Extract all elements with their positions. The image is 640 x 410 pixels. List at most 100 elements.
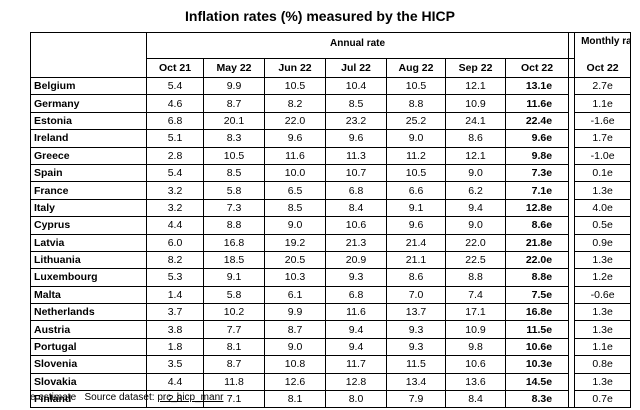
header-corner [30,32,147,59]
annual-rate-cell: 9.0 [264,216,326,235]
country-cell: Italy [30,199,147,218]
monthly-rate-cell: -1.0e [574,147,632,165]
annual-rate-cell: 12.6 [264,373,326,392]
annual-rate-cell: 3.2 [146,181,204,200]
annual-rate-cell: 10.5 [386,77,446,96]
monthly-rate-cell: 0.8e [574,355,632,374]
table-body: Belgium 5.4 9.9 10.5 10.4 10.5 12.1 13.1e 2.7e Ge… [30,77,632,409]
source-dataset-link[interactable]: prc_hicp_manr [157,392,224,403]
table-row: Luxembourg 5.3 9.1 10.3 9.3 8.6 8.8 8.8e 1.2e [30,268,632,287]
annual-rate-cell: 7.0 [386,286,446,305]
annual-rate-cell: 24.1 [445,112,506,131]
table-row: Greece 2.8 10.5 11.6 11.3 11.2 12.1 9.8e -1.0e [30,147,632,165]
annual-rate-cell: 8.7 [203,94,265,113]
annual-rate-cell: 22.5 [445,251,506,270]
annual-rate-cell: 21.1 [386,251,446,270]
country-cell: Portugal [30,338,147,357]
country-cell: Finland [30,390,147,409]
annual-rate-cell: 9.1 [203,268,265,287]
annual-rate-cell: 9.0 [445,216,506,235]
annual-rate-cell: 8.7 [264,320,326,339]
table-row: Austria 3.8 7.7 8.7 9.4 9.3 10.9 11.5e 1.3e [30,320,632,339]
annual-rate-cell: 9.6 [386,216,446,235]
annual-rate-cell: 9.4 [445,199,506,218]
annual-rate-cell: 11.2 [386,147,446,165]
monthly-rate-cell: 4.0e [574,199,632,218]
monthly-rate-cell: 1.7e [574,129,632,148]
table-row: Finland 2.8 7.1 8.1 8.0 7.9 8.4 8.3e 0.7e [30,390,632,409]
annual-rate-cell: 22.0 [264,112,326,131]
monthly-rate-cell: 1.1e [574,338,632,357]
annual-rate-cell: 6.8 [325,286,387,305]
annual-rate-cell: 20.9 [325,251,387,270]
annual-rate-cell: 8.6e [504,216,570,235]
annual-rate-cell: 10.6 [445,355,506,374]
annual-rate-cell: 8.0 [325,390,387,409]
annual-rate-cell: 20.5 [264,251,326,270]
annual-rate-cell: 10.5 [203,147,265,165]
annual-rate-cell: 7.7 [203,320,265,339]
annual-rate-cell: 9.4 [325,338,387,357]
annual-rate-cell: 11.5e [504,320,570,339]
annual-rate-cell: 11.6 [325,303,387,322]
annual-rate-cell: 22.4e [504,112,570,131]
annual-rate-cell: 11.3 [325,147,387,165]
annual-rate-cell: 9.3 [325,268,387,287]
table-row: Latvia 6.0 16.8 19.2 21.3 21.4 22.0 21.8e 0.9e [30,234,632,252]
annual-rate-cell: 6.1 [264,286,326,305]
table-row: Estonia 6.8 20.1 22.0 23.2 25.2 24.1 22.4e -1.6e [30,112,632,131]
country-cell: Belgium [30,77,147,96]
footnote: e estimate Source dataset: prc_hicp_manr [30,392,223,403]
country-cell: Austria [30,320,147,339]
annual-rate-cell: 9.6e [504,129,570,148]
annual-rate-cell: 8.2 [264,94,326,113]
country-cell: Cyprus [30,216,147,235]
annual-rate-cell: 23.2 [325,112,387,131]
annual-rate-cell: 9.6 [264,129,326,148]
annual-rate-cell: 1.4 [146,286,204,305]
annual-rate-cell: 11.7 [325,355,387,374]
monthly-rate-cell: 1.1e [574,94,632,113]
country-cell: Luxembourg [30,268,147,287]
annual-rate-cell: 8.7 [203,355,265,374]
annual-rate-cell: 8.4 [325,199,387,218]
annual-rate-cell: 13.1e [504,77,570,96]
annual-rate-cell: 22.0e [504,251,570,270]
annual-rate-cell: 22.0 [445,234,506,252]
monthly-rate-cell: 0.1e [574,164,632,183]
annual-rate-cell: 8.6 [386,268,446,287]
annual-rate-cell: 8.3 [203,129,265,148]
country-cell: Slovakia [30,373,147,392]
page-title: Inflation rates (%) measured by the HICP [185,8,455,24]
annual-rate-cell: 10.0 [264,164,326,183]
annual-rate-cell: 16.8 [203,234,265,252]
monthly-rate-cell: 1.3e [574,373,632,392]
monthly-rate-cell: 0.9e [574,234,632,252]
annual-rate-cell: 8.4 [445,390,506,409]
annual-rate-cell: 8.5 [325,94,387,113]
annual-rate-cell: 6.5 [264,181,326,200]
column-header: Jul 22 [325,58,387,78]
monthly-rate-cell: 1.3e [574,181,632,200]
annual-rate-cell: 9.6 [325,129,387,148]
column-header: Aug 22 [386,58,446,78]
country-cell: Spain [30,164,147,183]
annual-rate-cell: 10.6 [325,216,387,235]
annual-rate-cell: 7.3e [504,164,570,183]
annual-rate-cell: 8.8 [386,94,446,113]
table-row: Netherlands 3.7 10.2 9.9 11.6 13.7 17.1 16.8e 1.… [30,303,632,322]
header-row-periods: Oct 21 May 22 Jun 22 Jul 22 Aug 22 Sep 2… [30,58,632,78]
annual-rate-cell: 7.9 [386,390,446,409]
table-row: Ireland 5.1 8.3 9.6 9.6 9.0 8.6 9.6e 1.7e [30,129,632,148]
annual-rate-cell: 10.3e [504,355,570,374]
annual-rate-cell: 10.4 [325,77,387,96]
monthly-rate-group-header: Monthly rate [574,32,632,59]
annual-rate-cell: 3.5 [146,355,204,374]
column-header: Oct 22 [504,58,570,78]
annual-rate-cell: 11.6e [504,94,570,113]
country-cell: Estonia [30,112,147,131]
country-cell: Lithuania [30,251,147,270]
annual-rate-cell: 16.8e [504,303,570,322]
table-row: Spain 5.4 8.5 10.0 10.7 10.5 9.0 7.3e 0.1e [30,164,632,183]
header-row-groups: Annual rate Monthly rate [30,32,632,59]
